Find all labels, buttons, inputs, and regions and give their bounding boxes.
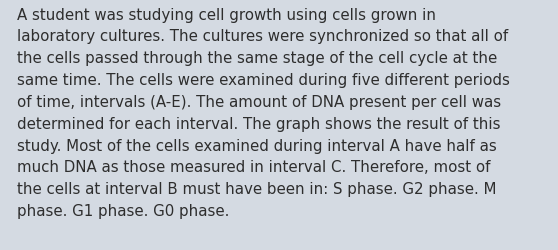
Text: much DNA as those measured in interval C. Therefore, most of: much DNA as those measured in interval C… <box>17 160 490 175</box>
Text: study. Most of the cells examined during interval A have half as: study. Most of the cells examined during… <box>17 138 497 153</box>
Text: determined for each interval. The graph shows the result of this: determined for each interval. The graph … <box>17 116 500 131</box>
Text: the cells at interval B must have been in: S phase. G2 phase. M: the cells at interval B must have been i… <box>17 182 496 196</box>
Text: same time. The cells were examined during five different periods: same time. The cells were examined durin… <box>17 73 509 88</box>
Text: phase. G1 phase. G0 phase.: phase. G1 phase. G0 phase. <box>17 203 229 218</box>
Text: of time, intervals (A-E). The amount of DNA present per cell was: of time, intervals (A-E). The amount of … <box>17 94 501 110</box>
Text: A student was studying cell growth using cells grown in: A student was studying cell growth using… <box>17 8 436 22</box>
Text: laboratory cultures. The cultures were synchronized so that all of: laboratory cultures. The cultures were s… <box>17 29 508 44</box>
Text: the cells passed through the same stage of the cell cycle at the: the cells passed through the same stage … <box>17 51 497 66</box>
